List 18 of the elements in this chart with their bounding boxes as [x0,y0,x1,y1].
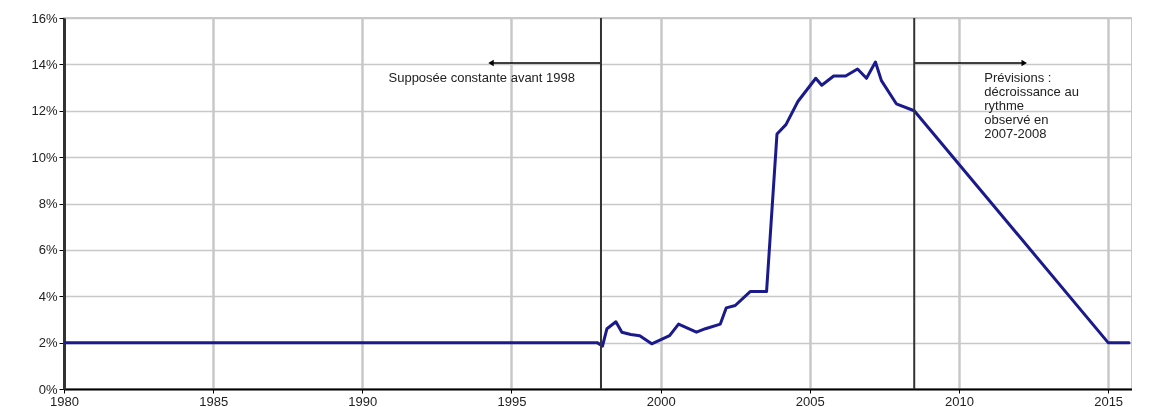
ref-line-label: Supposée constante avant 1998 [388,70,575,85]
x-tick-label: 1985 [199,393,229,407]
y-tick-label: 10% [31,149,58,165]
x-tick-label: 2010 [945,393,974,407]
y-tick-label: 4% [38,288,58,304]
y-tick-label: 6% [38,242,58,258]
y-tick-label: 16% [31,10,58,26]
line-series [64,60,1131,348]
x-tick-label: 1990 [348,393,378,407]
x-tick-label: 2005 [795,393,825,407]
x-tick-label: 1995 [497,393,527,407]
ref-line-label: Prévisions : décroissance au rythme observé en 2007-2008 [984,70,1079,141]
y-tick-label: 2% [38,335,58,351]
y-tick-label: 14% [31,56,58,72]
y-tick-label: 8% [38,196,58,211]
y-tick-label: 12% [31,103,58,119]
x-tick-label: 2000 [646,393,676,407]
x-tick-label: 2015 [1094,393,1124,407]
